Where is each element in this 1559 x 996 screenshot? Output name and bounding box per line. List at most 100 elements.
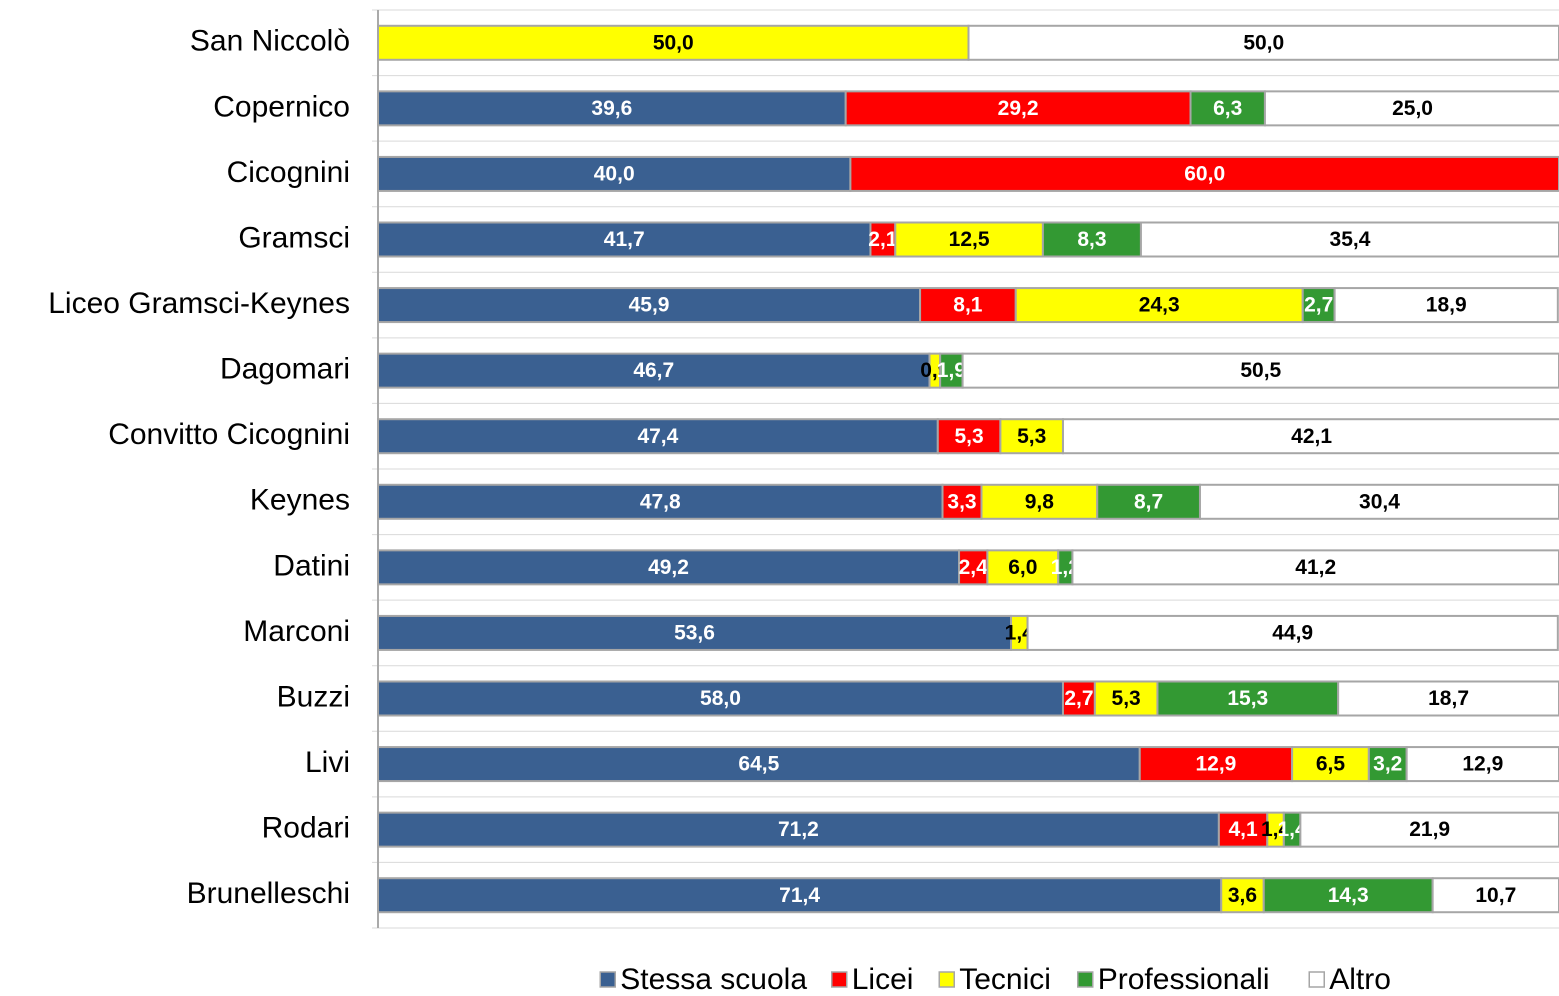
bar-segment — [1061, 418, 1559, 455]
value-label: 8,1 — [953, 294, 983, 317]
value-label: 3,2 — [1373, 753, 1402, 776]
value-label: 6,3 — [1213, 97, 1242, 120]
bar-segment — [377, 90, 847, 127]
bar-segment — [1198, 483, 1559, 520]
legend-label: Altro — [1329, 963, 1391, 996]
bar-segment — [1333, 287, 1559, 324]
value-label: 14,3 — [1328, 884, 1369, 907]
value-label: 1,9 — [937, 359, 966, 382]
value-label: 12,9 — [1462, 753, 1503, 776]
value-label: 71,2 — [778, 818, 819, 841]
value-label: 40,0 — [594, 162, 635, 185]
bar-segment — [1263, 90, 1559, 127]
legend-swatch — [1077, 971, 1094, 988]
value-label: 45,9 — [629, 294, 670, 317]
bar-segment — [377, 549, 961, 586]
category-label: Marconi — [243, 615, 350, 648]
value-label: 58,0 — [700, 687, 741, 710]
bar-segment — [1139, 221, 1559, 258]
value-label: 44,9 — [1272, 621, 1313, 644]
value-label: 9,8 — [1025, 490, 1055, 513]
bar-segment — [919, 287, 1017, 324]
value-label: 39,6 — [591, 97, 632, 120]
value-label: 50,0 — [1243, 31, 1284, 54]
bar-segment — [849, 155, 1559, 192]
bar-segment — [1138, 746, 1294, 783]
bar-segment — [1405, 746, 1559, 783]
bar-segment — [1041, 221, 1142, 258]
value-label: 12,9 — [1195, 753, 1236, 776]
bar-segment — [1337, 680, 1559, 717]
bar-segment — [844, 90, 1192, 127]
value-label: 46,7 — [633, 359, 674, 382]
value-label: 29,2 — [998, 97, 1039, 120]
bar-segment — [1014, 287, 1304, 324]
bar-segment — [958, 549, 989, 586]
bar-segment — [377, 877, 1223, 914]
bar-segment — [961, 352, 1559, 389]
value-label: 2,4 — [959, 556, 989, 579]
category-label: Cicognini — [227, 156, 350, 189]
value-label: 41,2 — [1295, 556, 1336, 579]
bar-segment — [377, 221, 872, 258]
legend-swatch — [831, 971, 848, 988]
legend-label: Stessa scuola — [620, 963, 807, 996]
category-label: San Niccolò — [190, 25, 350, 58]
value-label: 24,3 — [1139, 294, 1180, 317]
value-label: 8,7 — [1134, 490, 1163, 513]
bar-segment — [1299, 811, 1559, 848]
value-label: 71,4 — [779, 884, 820, 907]
legend-swatch — [599, 971, 616, 988]
bar-segment — [894, 221, 1044, 258]
value-label: 6,5 — [1316, 753, 1346, 776]
value-label: 21,9 — [1409, 818, 1450, 841]
value-label: 5,3 — [954, 425, 983, 448]
category-label: Convitto Cicognini — [108, 418, 350, 451]
bar-segment — [1431, 877, 1559, 914]
bar-segment — [377, 811, 1220, 848]
category-label: Gramsci — [238, 221, 350, 254]
value-label: 2,7 — [1304, 294, 1333, 317]
legend-swatch — [938, 971, 955, 988]
legend-label: Professionali — [1098, 963, 1270, 996]
value-label: 35,4 — [1330, 228, 1371, 251]
value-label: 6,0 — [1008, 556, 1037, 579]
legend-label: Licei — [852, 963, 914, 996]
value-label: 3,6 — [1228, 884, 1257, 907]
value-label: 47,8 — [640, 490, 681, 513]
value-label: 47,4 — [637, 425, 678, 448]
value-label: 2,7 — [1064, 687, 1093, 710]
category-label: Livi — [305, 746, 350, 779]
category-label: Dagomari — [220, 353, 350, 386]
value-label: 3,3 — [947, 490, 976, 513]
value-label: 50,0 — [653, 31, 694, 54]
legend-label: Tecnici — [959, 963, 1051, 996]
value-label: 18,7 — [1428, 687, 1469, 710]
category-label: Brunelleschi — [187, 877, 350, 910]
value-label: 41,7 — [604, 228, 645, 251]
category-label: Datini — [273, 549, 350, 582]
value-label: 12,5 — [949, 228, 990, 251]
bar-segment — [967, 24, 1559, 61]
bar-segment — [1071, 549, 1559, 586]
value-label: 18,9 — [1426, 294, 1467, 317]
bar-segment — [1217, 811, 1269, 848]
value-label: 8,3 — [1077, 228, 1106, 251]
category-label: Rodari — [262, 812, 350, 845]
bar-segment — [1026, 614, 1559, 651]
value-label: 10,7 — [1475, 884, 1516, 907]
bar-segment — [980, 483, 1099, 520]
value-label: 2,1 — [868, 228, 898, 251]
bar-segment — [1367, 746, 1408, 783]
value-label: 5,3 — [1112, 687, 1141, 710]
bar-segment — [936, 418, 1002, 455]
category-label: Keynes — [250, 484, 350, 517]
legend-swatch — [1308, 971, 1325, 988]
category-label: Copernico — [213, 90, 350, 123]
category-label: Liceo Gramsci-Keynes — [48, 287, 350, 320]
value-label: 5,3 — [1017, 425, 1046, 448]
value-label: 25,0 — [1392, 97, 1433, 120]
bar-segment — [377, 24, 970, 61]
value-label: 15,3 — [1227, 687, 1268, 710]
